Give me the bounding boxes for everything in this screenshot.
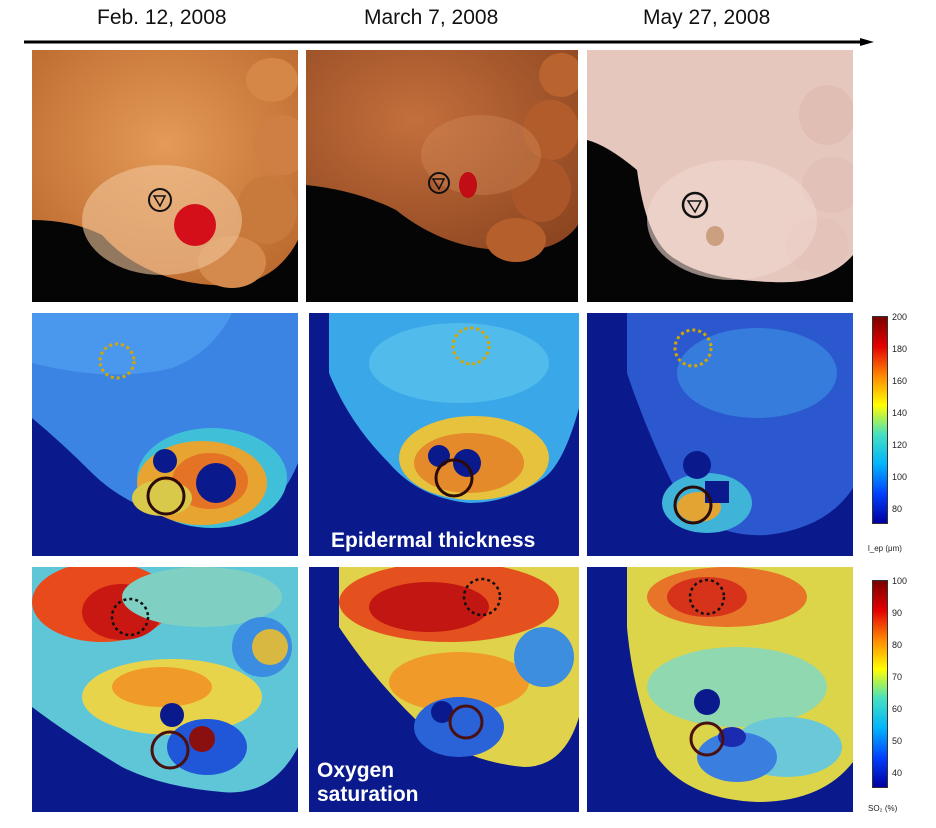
thickness-tick-80: 80 [892, 504, 903, 514]
thickness-colorbar-label: l_ep (μm) [868, 544, 902, 553]
thickness-tick-160: 160 [892, 376, 908, 386]
photo-march [306, 50, 578, 302]
oxygen-map-may [587, 567, 853, 812]
thickness-map-march: Epidermal thickness [309, 313, 579, 556]
oxygen-label-line1: Oxygen [317, 759, 395, 782]
oxygen-tick-50: 50 [892, 736, 903, 746]
oxygen-map-march: Oxygen saturation [309, 567, 579, 812]
oxygen-tick-80: 80 [892, 640, 903, 650]
date-label-2: March 7, 2008 [364, 6, 499, 29]
timeline-arrow [24, 33, 874, 46]
thickness-tick-200: 200 [892, 312, 908, 322]
thickness-map-may [587, 313, 853, 556]
oxygen-tick-60: 60 [892, 704, 903, 714]
thickness-map-feb [32, 313, 298, 556]
thickness-tick-120: 120 [892, 440, 908, 450]
photo-may [587, 50, 853, 302]
oxygen-tick-90: 90 [892, 608, 903, 618]
oxygen-label-line2: saturation [317, 783, 419, 806]
date-label-1: Feb. 12, 2008 [97, 6, 227, 29]
thickness-tick-180: 180 [892, 344, 908, 354]
photo-feb [32, 50, 298, 302]
epidermal-thickness-label: Epidermal thickness [331, 529, 536, 552]
oxygen-tick-70: 70 [892, 672, 903, 682]
oxygen-colorbar [872, 580, 888, 788]
oxygen-tick-100: 100 [892, 576, 908, 586]
oxygen-saturation-label: Oxygen saturation [317, 759, 419, 807]
thickness-colorbar [872, 316, 888, 524]
oxygen-colorbar-label: SO₂ (%) [868, 804, 898, 813]
thickness-tick-140: 140 [892, 408, 908, 418]
oxygen-map-feb [32, 567, 298, 812]
date-label-3: May 27, 2008 [643, 6, 771, 29]
thickness-tick-100: 100 [892, 472, 908, 482]
oxygen-tick-40: 40 [892, 768, 903, 778]
